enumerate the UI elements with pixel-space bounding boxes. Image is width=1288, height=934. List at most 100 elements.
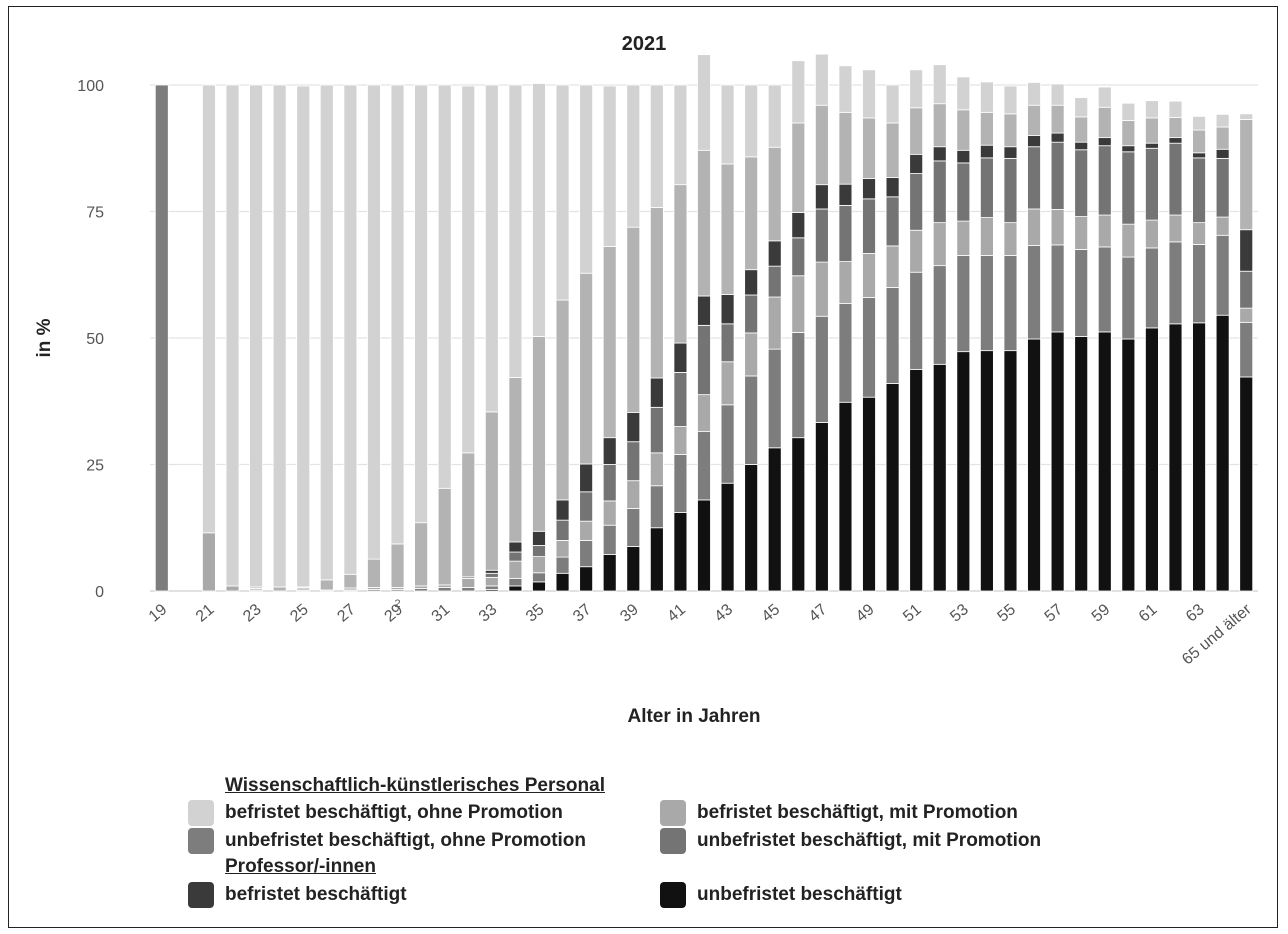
bar-segment — [484, 576, 499, 587]
bar-segment — [885, 286, 900, 384]
bar-segment — [767, 146, 782, 242]
bar-segment — [508, 551, 523, 562]
bar-segment — [1239, 229, 1254, 272]
bar-segment — [1003, 157, 1018, 224]
bar-segment — [838, 65, 853, 113]
bar-segment — [1050, 244, 1065, 333]
chart-title: 2021 — [622, 33, 667, 55]
bar-segment — [272, 586, 287, 592]
bar-segment — [814, 53, 829, 106]
bar-segment — [720, 323, 735, 363]
x-tick-label: 33 — [476, 601, 501, 626]
bar-segment — [767, 296, 782, 350]
bar-segment — [838, 261, 853, 304]
x-tick-label: 53 — [947, 601, 972, 626]
bar-segment — [1168, 142, 1183, 216]
bar-segment — [579, 520, 594, 541]
bar-segment — [1050, 132, 1065, 143]
bar-segment — [697, 295, 711, 326]
bar-segment — [673, 372, 688, 427]
bar-segment — [697, 499, 711, 592]
bar-segment — [626, 546, 641, 592]
x-tick-label: 61 — [1136, 601, 1161, 626]
bar-segment — [484, 569, 499, 574]
bar-segment — [814, 104, 829, 186]
bar-segment — [862, 117, 876, 180]
bar-segment — [1145, 247, 1159, 329]
bar-segment — [579, 491, 594, 522]
bar-segment — [862, 396, 876, 592]
bar-segment — [814, 315, 829, 423]
bar-segment — [249, 84, 263, 588]
footnote-marker: 2 — [394, 598, 400, 610]
bar-segment — [1145, 142, 1159, 149]
bar-segment — [319, 579, 334, 591]
bar-segment — [909, 153, 924, 174]
bar-segment — [1074, 249, 1089, 337]
bar-segment — [767, 84, 782, 148]
bar-segment — [367, 558, 381, 588]
bar-segment — [626, 480, 641, 509]
bar-segment — [885, 245, 900, 288]
bar-segment — [885, 122, 900, 178]
bar-segment — [791, 60, 806, 124]
bar-segment — [532, 336, 546, 532]
bar-segment — [649, 84, 664, 208]
bar-segment — [649, 452, 664, 487]
bar-segment — [744, 375, 759, 465]
bar-segment — [1097, 145, 1112, 216]
bar-segment — [602, 554, 617, 592]
bar-segment — [791, 332, 806, 439]
bar-segment — [508, 585, 523, 592]
bar-segment — [1145, 100, 1159, 119]
bar-segment — [461, 577, 476, 588]
x-tick-label: 35 — [523, 601, 548, 626]
bar-segment — [437, 487, 452, 586]
bar-segment — [862, 178, 876, 200]
bar-segment — [814, 184, 829, 210]
bar-segment — [649, 527, 664, 592]
bar-segment — [461, 587, 476, 592]
bar-segment — [956, 162, 971, 222]
bar-segment — [980, 350, 994, 592]
bar-segment — [1050, 104, 1065, 134]
bar-segment — [579, 540, 594, 568]
x-tick-label: 63 — [1183, 601, 1208, 626]
bar-segment — [484, 572, 499, 578]
bar-segment — [1074, 336, 1089, 592]
bar-segment — [1192, 243, 1206, 324]
bar-segment — [1215, 157, 1230, 218]
x-tick-label: 49 — [853, 601, 878, 626]
bar-segment — [508, 377, 523, 543]
bar-segment — [1003, 350, 1018, 592]
bar-segment — [1097, 246, 1112, 333]
bar-segment — [1027, 338, 1041, 592]
bar-segment — [814, 422, 829, 592]
bar-segment — [296, 85, 311, 588]
bar-segment — [744, 294, 759, 334]
x-tick-label: 51 — [900, 601, 925, 626]
bar-segment — [932, 64, 947, 105]
bar-segment — [1192, 115, 1206, 131]
y-axis-label: in % — [34, 318, 55, 357]
bar-segment — [649, 207, 664, 379]
bar-segment — [1215, 148, 1230, 159]
bar-segment — [1050, 209, 1065, 246]
y-tick-label: 50 — [86, 331, 104, 348]
bar-segment — [532, 572, 546, 583]
bar-segment — [1027, 245, 1041, 340]
bar-segment — [980, 255, 994, 352]
bar-segment — [1192, 157, 1206, 224]
bar-segment — [1215, 234, 1230, 316]
bar-segment — [532, 581, 546, 592]
bar-segment — [626, 84, 641, 228]
bar-segment — [414, 84, 428, 524]
bar-segment — [555, 572, 570, 592]
bar-segment — [1168, 137, 1183, 144]
bar-segment — [532, 530, 546, 546]
bar-segment — [202, 532, 216, 592]
bar-segment — [1239, 376, 1254, 592]
bar-segment — [673, 453, 688, 513]
bar-segment — [814, 208, 829, 263]
bar-segment — [814, 261, 829, 317]
